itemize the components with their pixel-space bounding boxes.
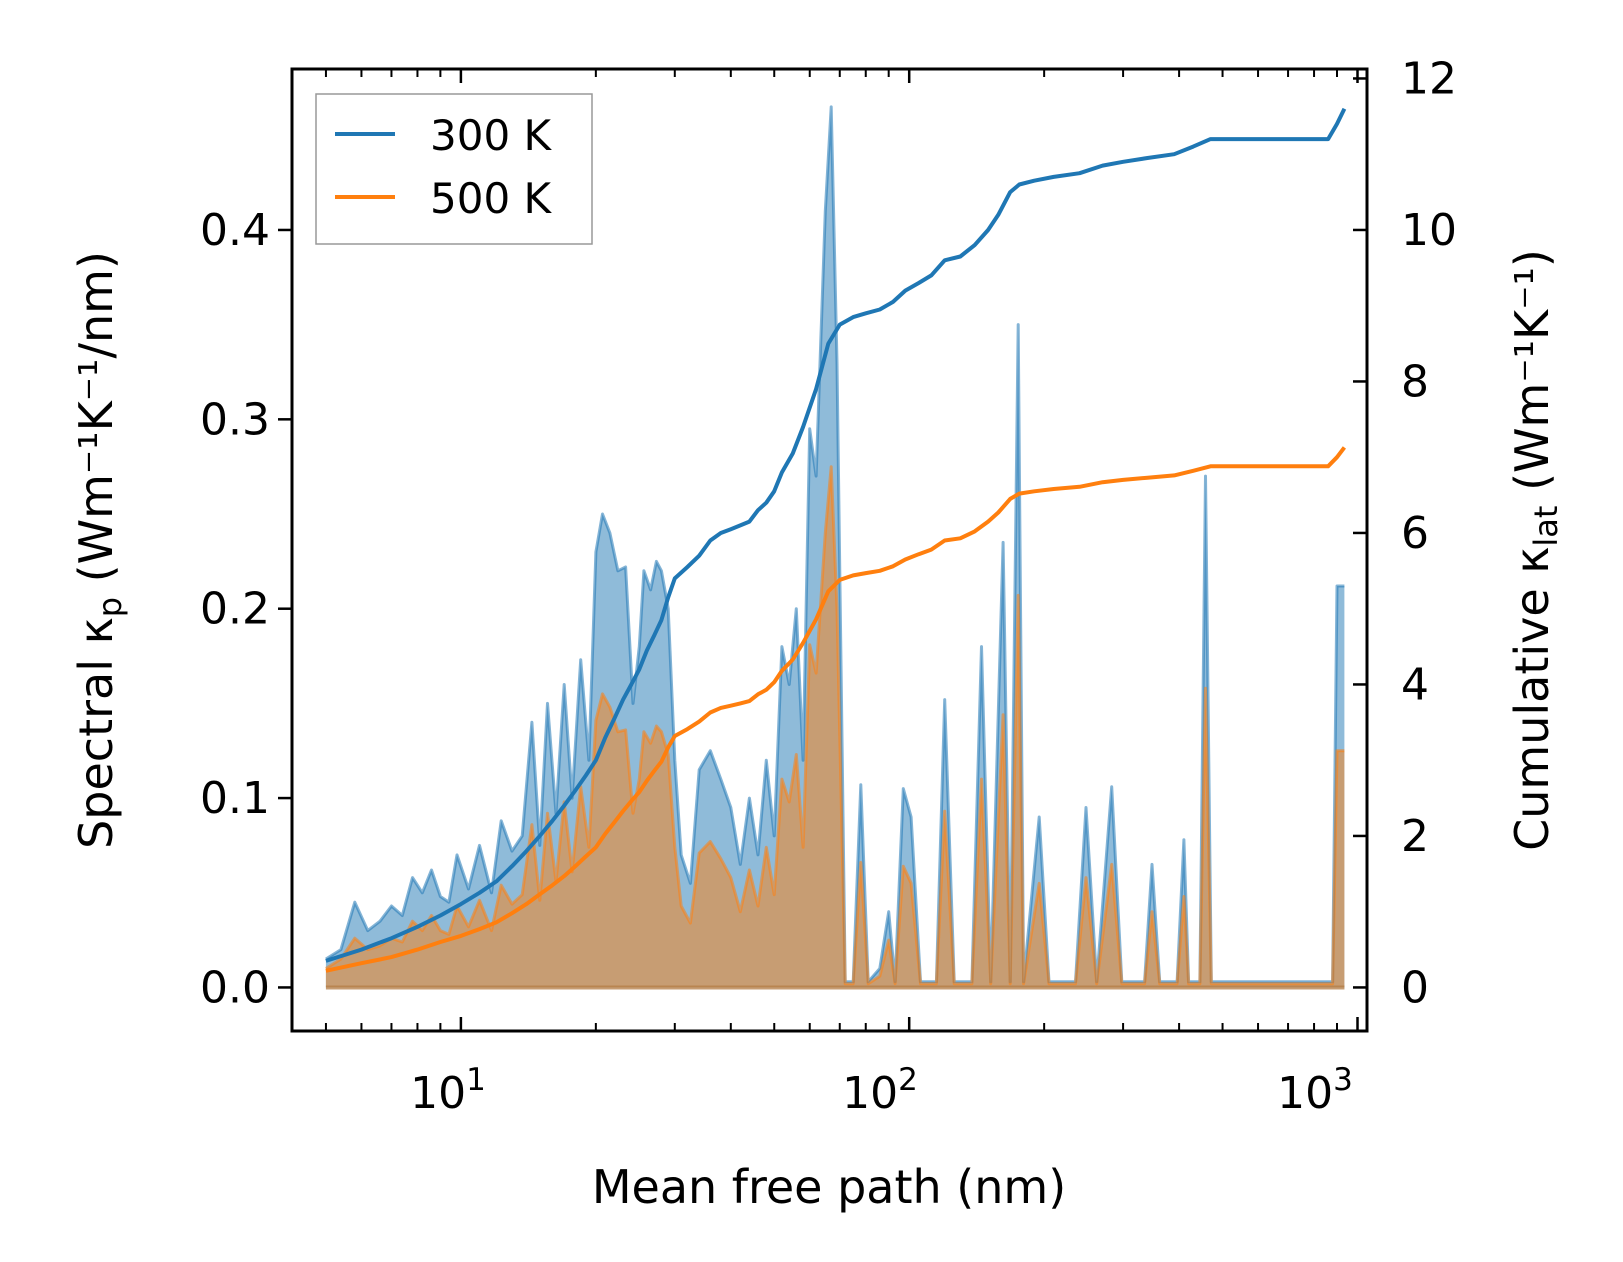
y-right-tick-label: 8	[1401, 356, 1429, 407]
y-right-tick-label: 0	[1401, 962, 1429, 1013]
y-left-tick-label: 0.1	[200, 773, 270, 824]
y-left-tick-label: 0.4	[200, 205, 270, 256]
legend-label-300k: 300 K	[430, 111, 553, 160]
y-left-tick-label: 0.2	[200, 584, 270, 635]
plot-frame	[290, 67, 1369, 1033]
y-left-axis-title: Spectral κp (Wm⁻¹K⁻¹/nm)	[69, 251, 129, 849]
y-right-tick-label: 6	[1401, 508, 1429, 559]
x-tick-label-1000: 103	[1277, 1062, 1353, 1119]
y-left-tick-label: 0.3	[200, 394, 270, 445]
spectral-fill-500k	[325, 466, 1345, 988]
x-axis-title: Mean free path (nm)	[592, 1160, 1066, 1214]
spectral-lines	[325, 105, 1345, 990]
x-tick-label-100: 102	[842, 1062, 918, 1119]
y-right-axis-title: Cumulative κlat (Wm⁻¹K⁻¹)	[1505, 249, 1565, 851]
cumulative-line-300k	[325, 107, 1347, 963]
y-right-tick-label: 12	[1401, 53, 1457, 104]
legend-box	[315, 93, 593, 245]
legend-label-500k: 500 K	[430, 174, 553, 223]
y-right-tick-label: 10	[1401, 205, 1457, 256]
spectral-line-500k	[325, 465, 1345, 986]
legend: 300 K 500 K	[315, 93, 593, 245]
x-tick-label-10: 101	[410, 1062, 486, 1119]
y-right-tick-label: 2	[1401, 811, 1429, 862]
y-left-tick-label: 0.0	[200, 962, 270, 1013]
cumulative-line-500k	[325, 446, 1346, 973]
cumulative-lines	[325, 107, 1347, 973]
axis-ticks	[278, 69, 1367, 1031]
tick-labels: 0.0 0.1 0.2 0.3 0.4 0 2 4 6 8 10 12	[200, 53, 1457, 1013]
spectral-line-300k	[325, 105, 1345, 984]
y-right-tick-label: 4	[1401, 659, 1429, 710]
